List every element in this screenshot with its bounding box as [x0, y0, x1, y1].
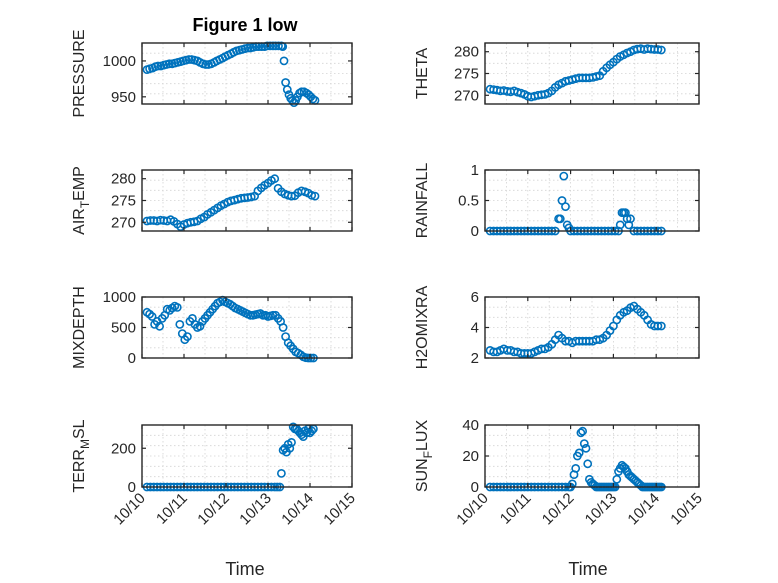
- y-tick-label: 275: [111, 193, 136, 210]
- x-axis-label-right: Time: [568, 559, 607, 579]
- y-tick-label: 0: [128, 350, 136, 367]
- data-point: [574, 448, 584, 458]
- data-point: [155, 321, 164, 331]
- data-point: [579, 439, 589, 448]
- data-point: [612, 474, 622, 484]
- y-tick-label: 950: [111, 89, 136, 106]
- data-point: [182, 332, 192, 341]
- y-tick-label: 20: [462, 448, 479, 465]
- subplot-air_temp: 270 275 280 AIRTEMP: [71, 166, 353, 235]
- data-point: [615, 220, 625, 230]
- data-point: [576, 428, 586, 438]
- data-point: [285, 443, 295, 453]
- data-point: [201, 60, 211, 69]
- y-tick-label: 40: [462, 417, 479, 434]
- data-point: [147, 312, 157, 321]
- data-point: [555, 214, 565, 224]
- data-point: [578, 426, 587, 436]
- axes-box: [141, 424, 353, 488]
- data-point: [172, 302, 182, 312]
- subplot-pressure: 950 1000 PRESSURE: [71, 29, 353, 118]
- data-point: [287, 437, 296, 447]
- y-tick-label: 1000: [103, 289, 136, 306]
- y-axis-label: PRESSURE: [71, 29, 88, 117]
- data-point: [653, 45, 663, 54]
- subplot-theta: 270 275 280 THETA: [414, 42, 700, 105]
- y-tick-label: 275: [454, 66, 479, 83]
- y-tick-label: 0: [471, 479, 479, 496]
- data-point: [184, 55, 194, 64]
- y-axis-label: MIXDEPTH: [71, 286, 88, 369]
- data-point: [656, 45, 666, 55]
- data-point: [591, 72, 601, 81]
- axes-box: [141, 42, 353, 105]
- x-axis-label-left: Time: [225, 559, 264, 579]
- data-point: [145, 309, 154, 319]
- y-tick-label: 0: [128, 479, 136, 496]
- data-point: [653, 321, 663, 331]
- data-point: [282, 85, 292, 94]
- y-axis-label: AIRTEMP: [71, 166, 92, 235]
- x-tick-label: 10/15: [667, 490, 706, 529]
- y-tick-label: 0.5: [458, 193, 479, 210]
- y-axis-label: H2OMIXRA: [414, 285, 431, 369]
- data-point: [165, 305, 175, 315]
- x-tick-label: 10/13: [582, 490, 621, 529]
- y-axis-label: TERRMSL: [71, 419, 92, 492]
- data-point: [279, 56, 289, 66]
- subplot-mixdepth: 0 500 1000 MIXDEPTH: [71, 286, 353, 369]
- subplot-rainfall: 0 0.5 1 RAINFALL: [414, 162, 700, 240]
- y-tick-label: 0: [471, 223, 479, 240]
- data-point: [278, 323, 288, 332]
- x-tick-label: 10/11: [153, 490, 191, 528]
- figure-title: Figure 1 low: [192, 15, 298, 35]
- y-tick-label: 200: [111, 440, 136, 457]
- data-point: [571, 463, 581, 473]
- data-point: [656, 321, 666, 331]
- y-axis-label: RAINFALL: [414, 163, 431, 239]
- data-point: [559, 171, 569, 181]
- data-point: [310, 191, 320, 201]
- y-tick-label: 500: [111, 320, 136, 337]
- y-tick-label: 280: [454, 44, 479, 61]
- x-tick-label: 10/14: [624, 490, 663, 529]
- y-tick-label: 2: [471, 350, 479, 367]
- x-tick-label: 10/15: [320, 490, 359, 529]
- y-tick-label: 1: [471, 162, 479, 179]
- y-tick-label: 1000: [103, 53, 136, 70]
- x-tick-label: 10/12: [539, 490, 578, 529]
- y-tick-label: 270: [111, 214, 136, 231]
- data-point: [195, 321, 205, 331]
- y-tick-label: 270: [454, 87, 479, 104]
- subplot-h2omixra: 2 4 6 H2OMIXRA: [414, 285, 700, 369]
- data-point: [153, 61, 163, 71]
- y-tick-label: 280: [111, 171, 136, 188]
- x-tick-label: 10/14: [278, 490, 317, 529]
- data-point: [561, 202, 570, 211]
- data-point: [626, 214, 635, 224]
- x-tick-label: 10/12: [194, 490, 233, 529]
- y-tick-label: 6: [471, 289, 479, 306]
- data-point: [243, 43, 253, 53]
- y-axis-label: SUNFLUX: [414, 420, 435, 493]
- y-axis-label: THETA: [414, 48, 431, 100]
- x-tick-label: 10/11: [497, 490, 535, 528]
- data-point: [307, 426, 317, 436]
- data-point: [281, 78, 290, 87]
- data-point: [287, 191, 296, 201]
- x-tick-label: 10/13: [236, 490, 275, 529]
- data-point: [270, 174, 280, 184]
- y-tick-label: 4: [471, 320, 479, 337]
- data-point: [175, 319, 185, 329]
- data-point: [164, 59, 174, 69]
- data-point: [581, 443, 591, 453]
- data-point: [276, 468, 286, 478]
- data-point: [583, 459, 593, 469]
